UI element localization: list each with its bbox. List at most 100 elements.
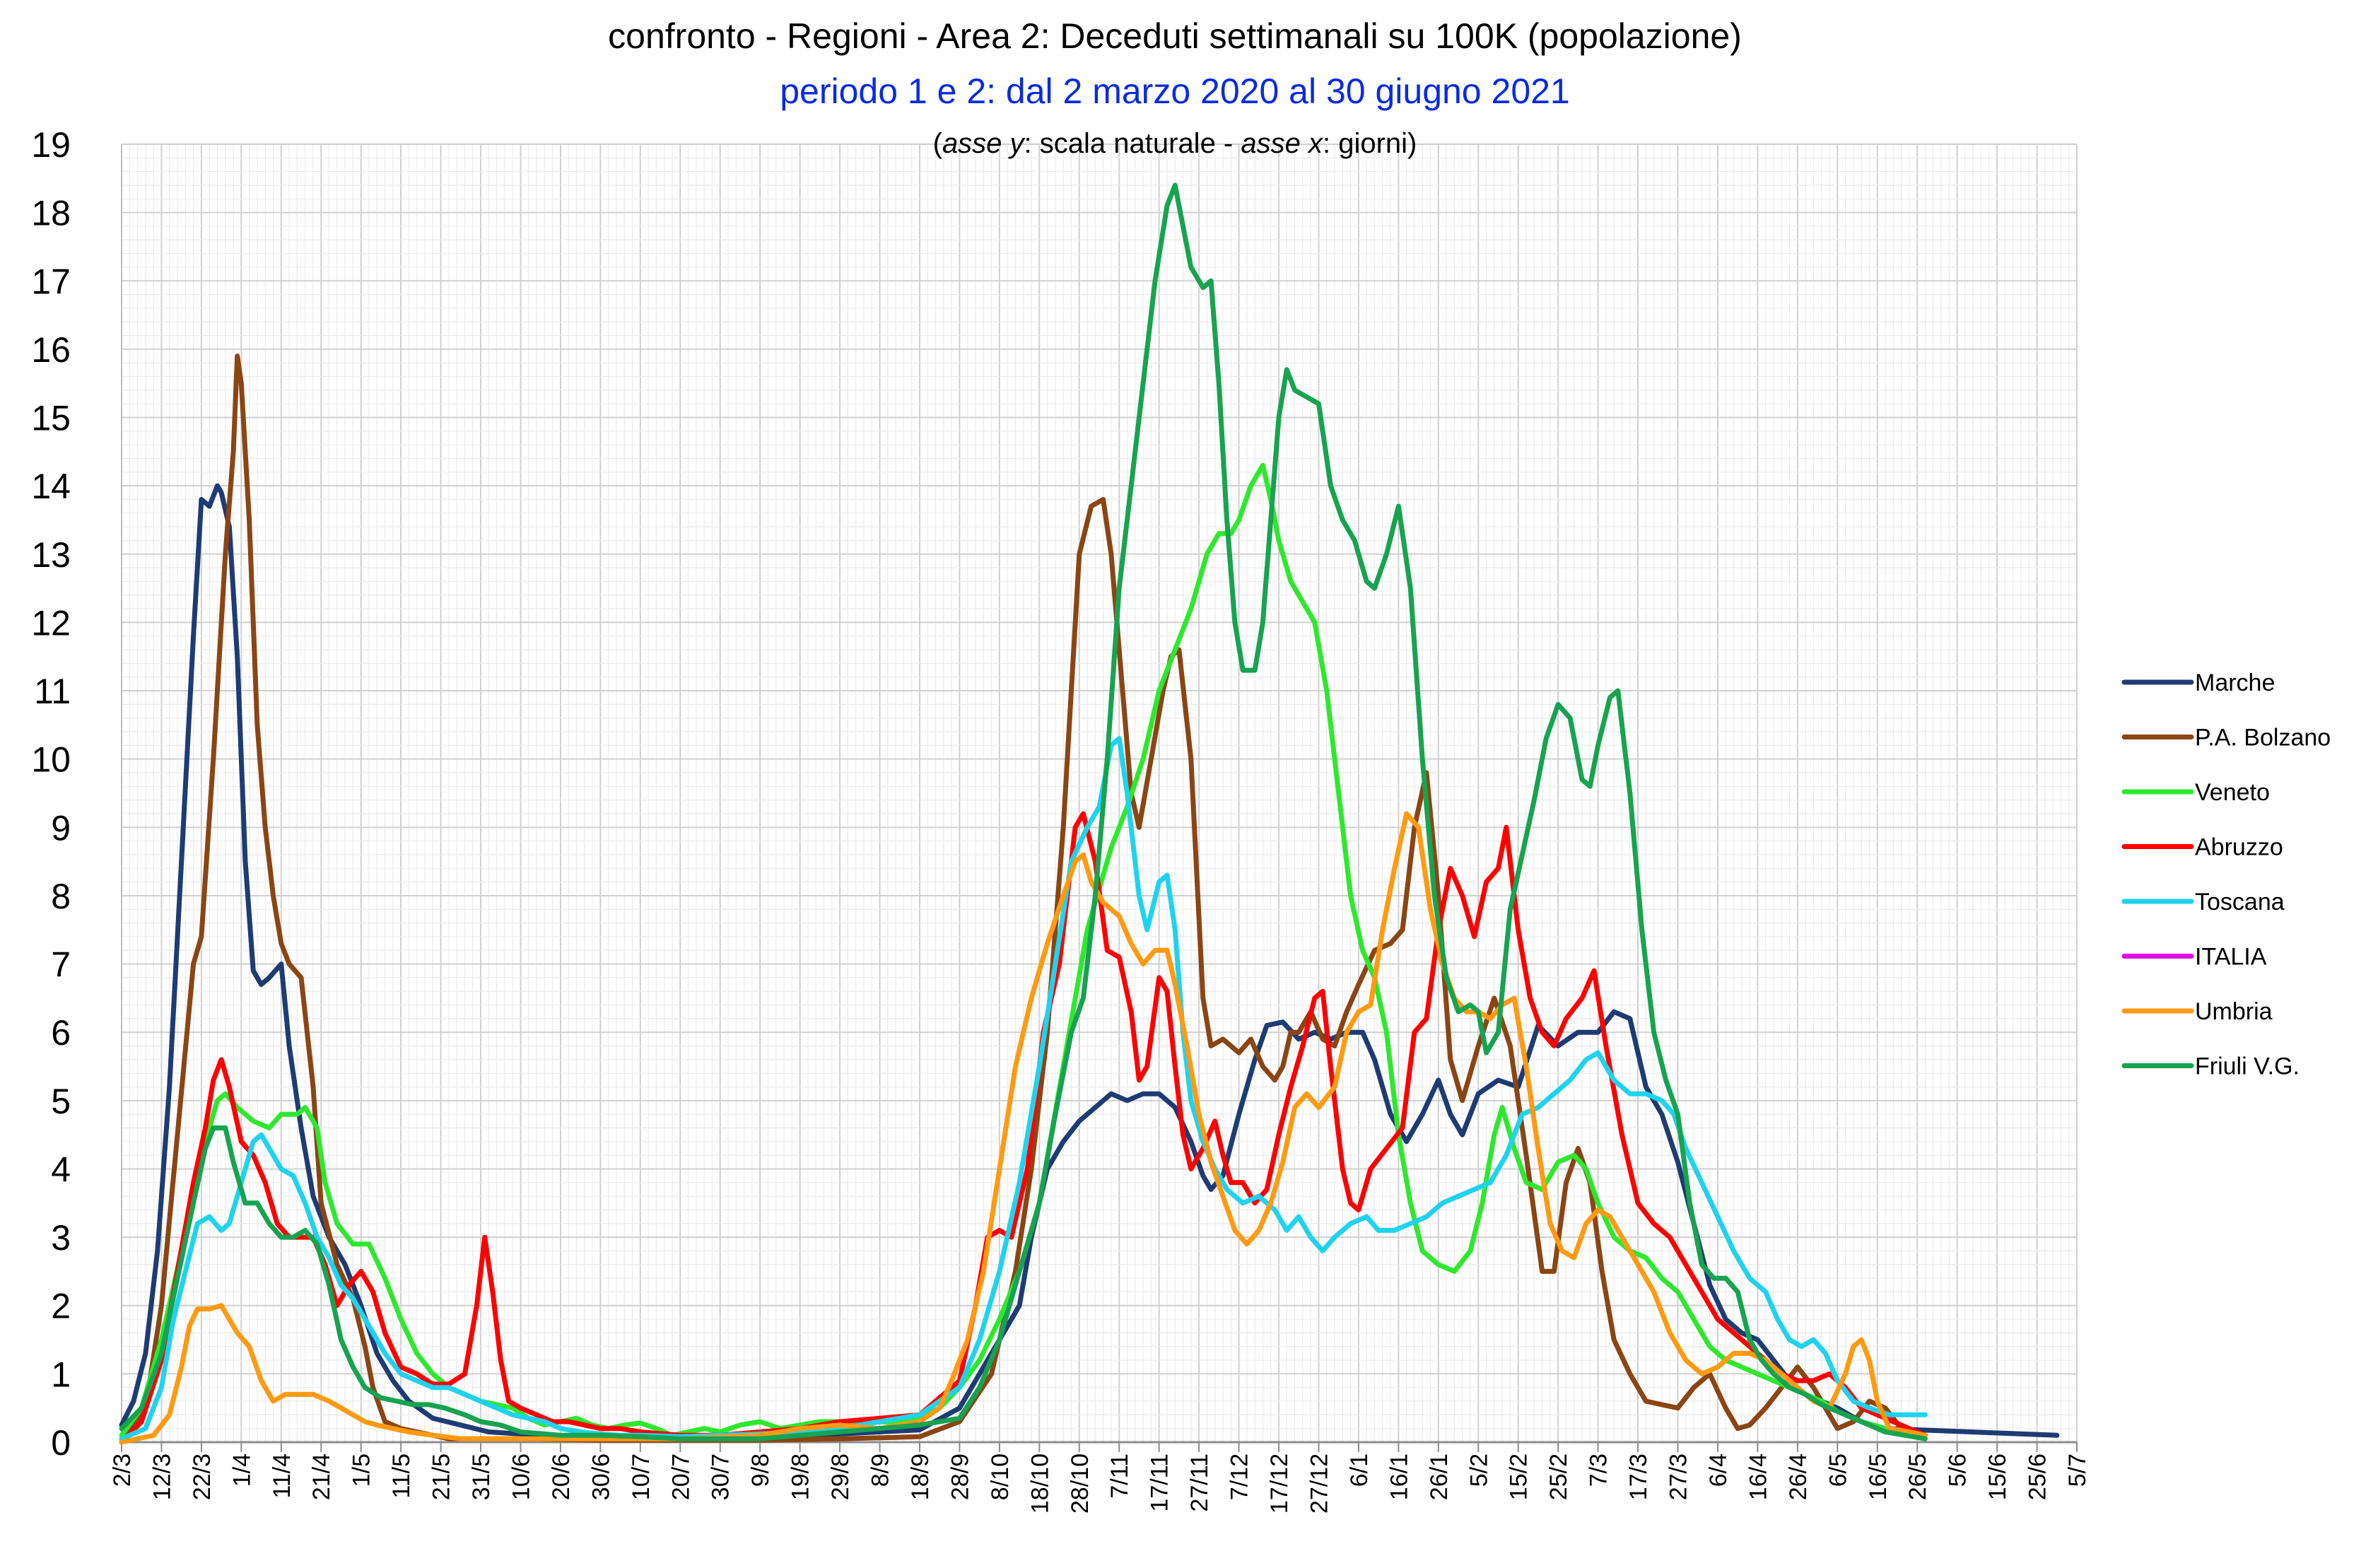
y-tick-label: 7 (51, 945, 71, 985)
x-tick-label: 26/1 (1426, 1453, 1453, 1500)
y-tick-label: 5 (51, 1082, 71, 1121)
y-tick-label: 2 (51, 1287, 71, 1326)
x-tick-label: 10/6 (508, 1453, 534, 1500)
x-tick-label: 8/10 (987, 1453, 1014, 1500)
x-tick-label: 16/4 (1745, 1453, 1771, 1500)
x-tick-label: 28/10 (1067, 1453, 1094, 1514)
legend-label-italia: ITALIA (2195, 944, 2267, 971)
y-tick-label: 12 (31, 603, 71, 643)
x-tick-label: 25/2 (1545, 1453, 1572, 1500)
x-tick-label: 16/1 (1386, 1453, 1412, 1500)
y-tick-label: 17 (31, 262, 71, 301)
x-tick-label: 7/12 (1226, 1453, 1253, 1500)
x-tick-label: 31/5 (468, 1453, 495, 1500)
x-tick-label: 6/5 (1824, 1453, 1851, 1487)
legend-label-veneto: Veneto (2195, 779, 2270, 806)
y-tick-label: 0 (51, 1423, 71, 1463)
x-tick-label: 6/4 (1705, 1453, 1732, 1487)
x-tick-label: 19/8 (787, 1453, 814, 1500)
axis-note-open: ( (933, 128, 943, 159)
x-tick-label: 26/4 (1785, 1453, 1812, 1500)
legend-label-p-a-bolzano: P.A. Bolzano (2195, 725, 2331, 751)
axis-note-y-desc: : scala naturale - (1024, 128, 1241, 159)
x-tick-label: 30/7 (708, 1453, 734, 1500)
x-tick-label: 7/3 (1586, 1453, 1612, 1487)
legend-label-marche: Marche (2195, 669, 2275, 696)
y-tick-label: 6 (51, 1013, 71, 1053)
chart-subtitle: periodo 1 e 2: dal 2 marzo 2020 al 30 gi… (780, 71, 1570, 111)
x-tick-label: 27/3 (1665, 1453, 1692, 1500)
series-line-friuli-v-g- (119, 182, 1928, 1441)
axis-note: (asse y: scala naturale - asse x: giorni… (933, 128, 1417, 159)
x-tick-label: 17/3 (1625, 1453, 1652, 1500)
series-line-marche (119, 483, 2060, 1441)
x-tick-label: 15/2 (1506, 1453, 1533, 1500)
x-tick-label: 12/3 (148, 1453, 175, 1500)
legend-label-umbria: Umbria (2195, 998, 2273, 1025)
x-tick-label: 30/6 (587, 1453, 614, 1500)
x-tick-label: 17/11 (1147, 1453, 1173, 1512)
y-tick-label: 16 (31, 330, 71, 370)
x-tick-label: 7/11 (1106, 1453, 1133, 1499)
y-tick-label: 11 (34, 672, 71, 711)
y-tick-label: 18 (31, 194, 71, 233)
y-tick-label: 4 (51, 1149, 71, 1189)
y-tick-label: 3 (51, 1218, 71, 1258)
x-tick-label: 1/5 (348, 1453, 375, 1487)
x-tick-label: 20/7 (667, 1453, 694, 1500)
x-tick-label: 18/9 (907, 1453, 934, 1500)
x-tick-label: 5/7 (2064, 1453, 2091, 1487)
series-lines (119, 182, 2060, 1445)
series-line-umbria (119, 811, 1928, 1445)
legend: Marche P.A. Bolzano Veneto Abruzzo Toscana IT… (2121, 669, 2331, 1080)
x-tick-label: 10/7 (628, 1453, 655, 1500)
x-tick-label: 6/1 (1346, 1453, 1373, 1487)
y-tick-label: 15 (31, 399, 71, 438)
x-tick-label: 5/6 (1945, 1453, 1972, 1487)
x-tick-label: 27/11 (1186, 1453, 1213, 1512)
y-tick-label: 14 (31, 467, 71, 506)
x-tick-label: 18/10 (1026, 1453, 1053, 1514)
x-tick-label: 29/8 (827, 1453, 854, 1500)
y-tick-label: 19 (31, 125, 71, 165)
x-tick-label: 21/5 (428, 1453, 455, 1500)
y-tick-label: 10 (31, 740, 71, 780)
x-tick-label: 8/9 (867, 1453, 894, 1487)
titles: confronto - Regioni - Area 2: Deceduti s… (608, 16, 1742, 159)
legend-label-abruzzo: Abruzzo (2195, 834, 2283, 861)
y-tick-label: 8 (51, 877, 71, 916)
x-tick-label: 26/5 (1904, 1453, 1931, 1500)
x-tick-label: 15/6 (1984, 1453, 2011, 1500)
series-line-abruzzo (119, 811, 1928, 1445)
series-line-p-a-bolzano (119, 353, 1928, 1445)
x-tick-label: 16/5 (1865, 1453, 1892, 1500)
y-tick-label: 1 (51, 1355, 71, 1394)
axis-note-x-name: asse x (1241, 128, 1324, 159)
x-tick-label: 9/8 (747, 1453, 774, 1487)
axis-note-x-desc: : giorni) (1323, 128, 1417, 159)
x-tick-label: 22/3 (189, 1453, 216, 1500)
x-tick-label: 1/4 (228, 1453, 255, 1487)
axis-note-y-name: asse y (942, 128, 1026, 159)
y-tick-label: 13 (31, 535, 71, 575)
x-tick-label: 21/4 (308, 1453, 335, 1500)
x-tick-label: 5/2 (1465, 1453, 1492, 1487)
series-line-toscana (119, 736, 1928, 1441)
x-tick-label: 28/9 (947, 1453, 973, 1500)
chart-title: confronto - Regioni - Area 2: Deceduti s… (608, 16, 1742, 56)
legend-label-toscana: Toscana (2195, 889, 2285, 915)
series-line-veneto (119, 462, 1928, 1438)
x-tick-label: 2/3 (109, 1453, 136, 1487)
x-tick-label: 11/4 (269, 1453, 295, 1499)
y-tick-label: 9 (51, 808, 71, 848)
x-tick-label: 25/6 (2025, 1453, 2051, 1500)
x-tick-label: 11/5 (388, 1453, 415, 1499)
grid (121, 144, 2078, 1443)
x-tick-label: 20/6 (548, 1453, 575, 1500)
x-tick-label: 27/12 (1306, 1453, 1332, 1514)
x-tick-label: 17/12 (1266, 1453, 1293, 1514)
legend-label-friuli-v-g-: Friuli V.G. (2195, 1053, 2300, 1080)
